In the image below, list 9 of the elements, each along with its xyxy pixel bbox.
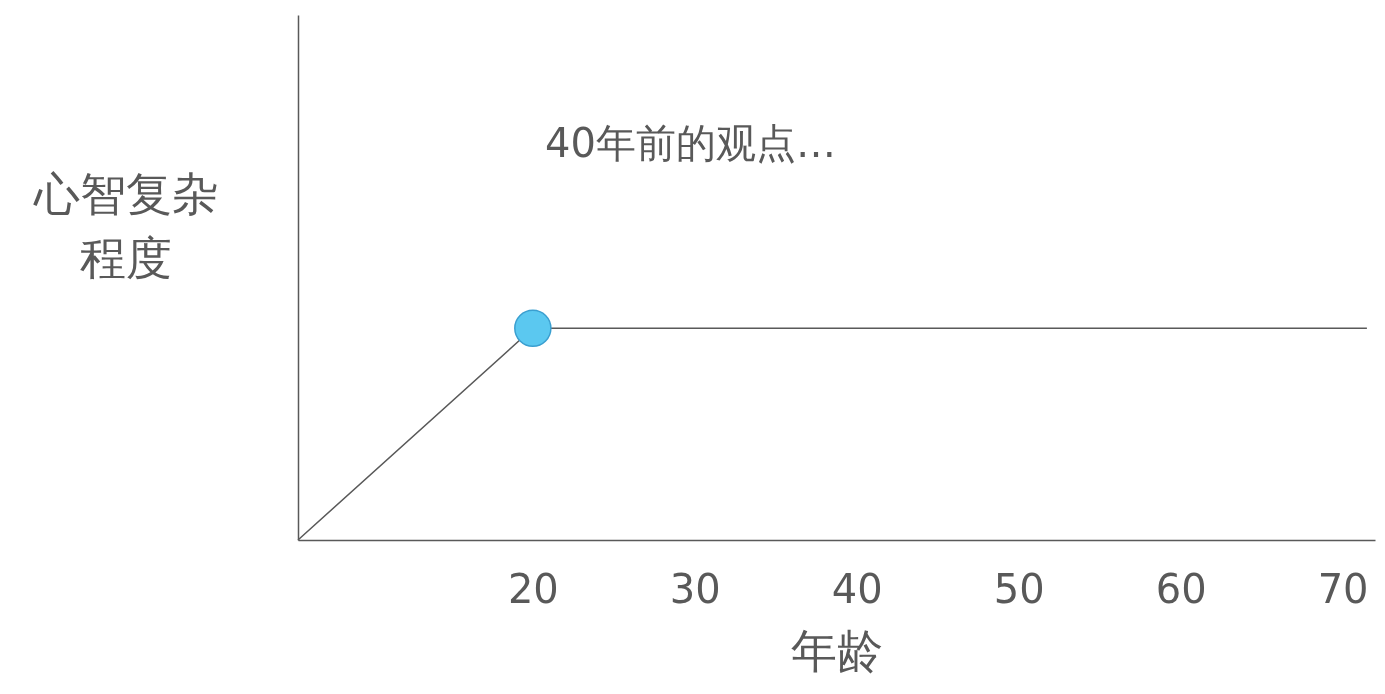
x-axis-title: 年龄	[791, 623, 883, 678]
x-tick-label: 50	[993, 565, 1045, 612]
x-tick-label: 20	[507, 565, 559, 612]
y-axis-title: 心智复杂程度	[32, 166, 218, 285]
x-tick-label: 30	[669, 565, 721, 612]
x-tick-label: 40	[831, 565, 883, 612]
x-tick-label: 70	[1317, 565, 1369, 612]
x-tick-label: 60	[1155, 565, 1207, 612]
text: 40年前的观点…	[545, 120, 836, 166]
